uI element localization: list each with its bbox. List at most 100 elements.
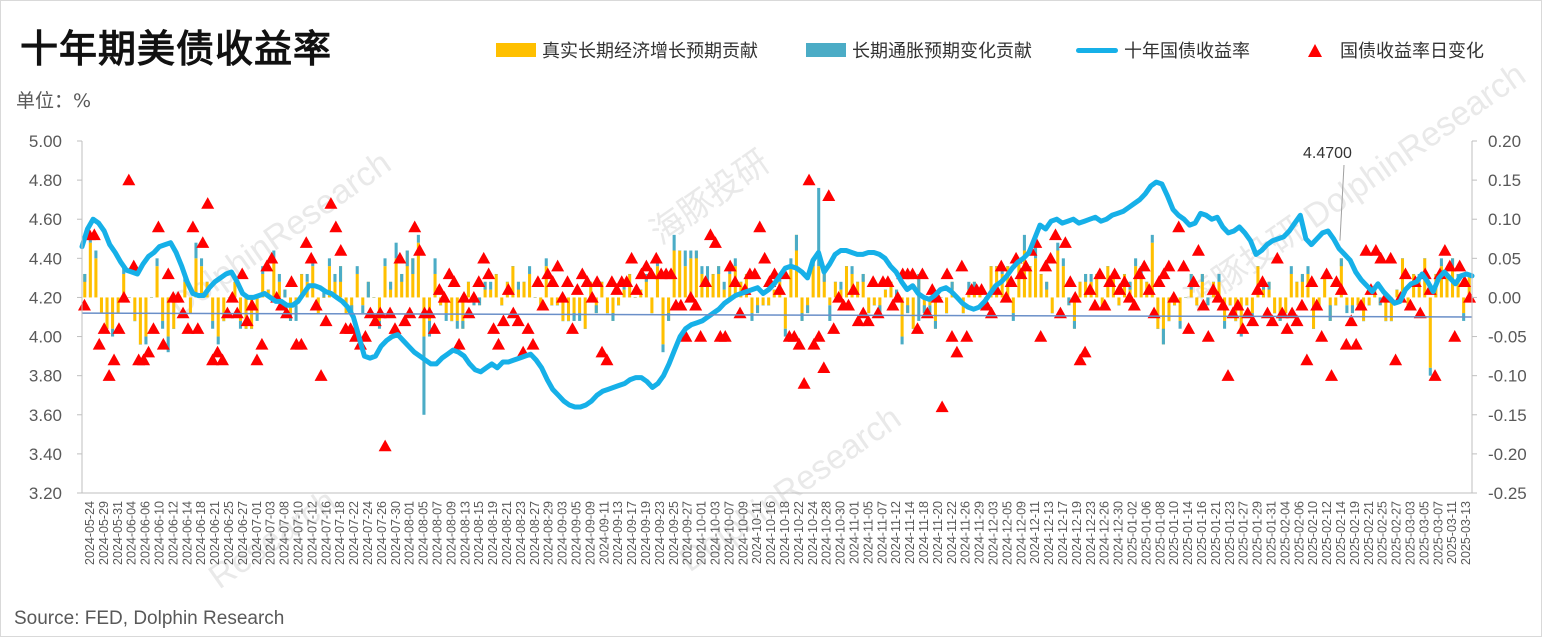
x-tick-label: 2024-11-14	[903, 501, 917, 564]
bar-real-contribution	[605, 297, 609, 314]
x-tick-label: 2025-03-11	[1445, 501, 1459, 564]
bar-inflation-contribution	[1022, 234, 1026, 251]
bar-real-contribution	[617, 297, 621, 306]
x-tick-label: 2025-03-03	[1403, 501, 1417, 565]
marker-daily-change	[575, 267, 589, 280]
bar-inflation-contribution	[461, 320, 465, 329]
bar-real-contribution	[856, 281, 860, 298]
x-tick-label: 2025-01-21	[1209, 501, 1223, 565]
marker-daily-change	[546, 275, 560, 287]
x-tick-label: 2024-10-11	[750, 501, 764, 564]
marker-daily-change	[625, 251, 639, 264]
marker-daily-change	[1374, 251, 1388, 264]
marker-daily-change	[689, 298, 703, 311]
bar-real-contribution	[394, 258, 398, 298]
marker-daily-change	[679, 330, 693, 342]
marker-daily-change	[1349, 337, 1363, 350]
marker-daily-change	[1098, 298, 1112, 311]
x-tick-label: 2024-08-29	[542, 501, 556, 565]
bar-real-contribution	[1284, 297, 1288, 314]
bar-real-contribution	[200, 266, 204, 298]
marker-daily-change	[1221, 369, 1235, 381]
legend-label-real: 真实长期经济增长预期贡献	[542, 41, 758, 62]
bar-inflation-contribution	[422, 336, 426, 415]
marker-daily-change	[802, 173, 816, 186]
marker-daily-change	[649, 251, 663, 264]
bar-real-contribution	[655, 266, 659, 298]
marker-daily-change	[1167, 290, 1181, 303]
bar-real-contribution	[216, 297, 220, 337]
legend-swatch-inflation	[806, 43, 846, 57]
marker-daily-change	[235, 267, 249, 280]
bar-real-contribution	[1462, 297, 1466, 314]
bar-inflation-contribution	[283, 289, 287, 298]
bar-real-contribution	[1406, 297, 1410, 306]
marker-daily-change	[77, 298, 91, 311]
marker-daily-change	[467, 290, 481, 303]
marker-daily-change	[284, 275, 298, 287]
x-tick-label: 2024-08-07	[430, 501, 444, 565]
x-tick-label: 2024-05-24	[83, 501, 97, 565]
bar-inflation-contribution	[611, 313, 615, 321]
marker-daily-change	[1137, 259, 1151, 272]
callout-label: 4.4700	[1303, 145, 1352, 162]
bar-inflation-contribution	[933, 320, 937, 329]
bar-real-contribution	[1312, 297, 1316, 329]
bar-inflation-contribution	[967, 281, 971, 290]
x-tick-label: 2025-01-23	[1223, 501, 1237, 565]
marker-daily-change	[1334, 283, 1348, 295]
left-tick-label: 4.20	[29, 288, 62, 307]
x-tick-label: 2024-06-10	[152, 501, 166, 565]
marker-daily-change	[176, 306, 190, 319]
bar-real-contribution	[711, 273, 715, 298]
bar-real-contribution	[650, 297, 654, 314]
marker-daily-change	[1398, 267, 1412, 280]
x-tick-label: 2024-12-11	[1028, 501, 1042, 564]
bar-inflation-contribution	[822, 273, 826, 282]
marker-daily-change	[1443, 259, 1457, 272]
bar-inflation-contribution	[594, 305, 598, 314]
marker-daily-change	[1280, 322, 1294, 334]
x-tick-label: 2024-08-13	[458, 501, 472, 565]
marker-daily-change	[580, 275, 594, 287]
bar-real-contribution	[83, 273, 87, 298]
bar-real-contribution	[489, 289, 493, 298]
bar-inflation-contribution	[516, 281, 520, 290]
x-tick-label: 2024-09-27	[681, 501, 695, 565]
marker-daily-change	[437, 290, 451, 303]
marker-daily-change	[1004, 275, 1018, 287]
bar-inflation-contribution	[850, 266, 854, 274]
bar-real-contribution	[839, 289, 843, 298]
x-tick-label: 2024-10-22	[792, 501, 806, 565]
bar-real-contribution	[1367, 297, 1371, 306]
bar-inflation-contribution	[1206, 297, 1210, 306]
legend-label-inflation: 长期通胀预期变化贡献	[852, 41, 1032, 62]
bar-real-contribution	[1345, 297, 1349, 306]
x-tick-label: 2024-06-14	[180, 501, 194, 565]
marker-daily-change	[265, 251, 279, 264]
bar-real-contribution	[1273, 297, 1277, 314]
bar-real-contribution	[1117, 297, 1121, 306]
legend-real-growth: 真实长期经济增长预期贡献	[496, 38, 758, 62]
x-tick-label: 2024-09-11	[597, 501, 611, 564]
marker-daily-change	[994, 259, 1008, 272]
bar-real-contribution	[1417, 281, 1421, 298]
bar-real-contribution	[1334, 297, 1338, 306]
bar-real-contribution	[1084, 273, 1088, 298]
x-tick-label: 2024-10-28	[820, 501, 834, 565]
bar-inflation-contribution	[1072, 320, 1076, 329]
marker-daily-change	[472, 275, 486, 287]
x-tick-label: 2024-11-12	[889, 501, 903, 564]
marker-daily-change	[260, 259, 274, 272]
marker-daily-change	[536, 298, 550, 311]
bar-real-contribution	[1245, 297, 1249, 306]
bar-inflation-contribution	[800, 313, 804, 321]
right-tick-label: -0.25	[1488, 484, 1527, 503]
bar-real-contribution	[561, 297, 565, 321]
x-tick-label: 2024-09-25	[667, 501, 681, 565]
marker-daily-change	[787, 330, 801, 342]
bar-real-contribution	[817, 266, 821, 298]
left-tick-label: 3.20	[29, 484, 62, 503]
marker-daily-change	[1300, 353, 1314, 366]
marker-daily-change	[137, 353, 151, 366]
